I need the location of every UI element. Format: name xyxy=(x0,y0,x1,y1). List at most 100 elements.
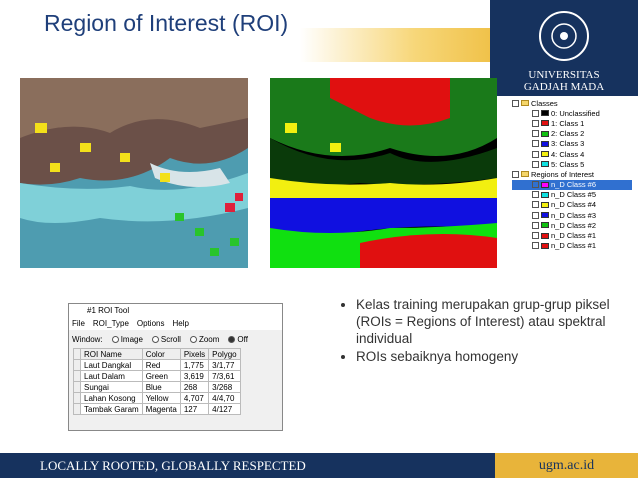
column-header: ROI Name xyxy=(80,348,143,360)
table-cell: 4/4,70 xyxy=(208,392,241,404)
item-label: n_D Class #1 xyxy=(551,241,597,251)
radio[interactable] xyxy=(151,335,159,343)
color-swatch xyxy=(541,130,549,137)
table-cell: Green xyxy=(141,370,181,382)
checkbox[interactable] xyxy=(532,232,539,240)
tree-item[interactable]: n_D Class #5 xyxy=(512,190,632,200)
color-swatch xyxy=(541,201,549,208)
radio-option[interactable]: Image xyxy=(111,335,143,344)
menu-item[interactable]: File xyxy=(72,319,85,328)
table-row[interactable]: Sungai Blue 268 3/268 xyxy=(73,381,241,393)
tree-item[interactable]: 4: Class 4 xyxy=(512,149,632,159)
color-swatch xyxy=(541,232,549,239)
item-label: n_D Class #3 xyxy=(551,210,597,220)
table-cell: Tambak Garam xyxy=(80,403,143,415)
table-cell: 127 xyxy=(179,403,210,415)
checkbox[interactable] xyxy=(532,211,539,219)
menu-item[interactable]: ROI_Type xyxy=(92,319,129,328)
tree-item[interactable]: 2: Class 2 xyxy=(512,129,632,139)
table-cell: Sungai xyxy=(80,381,143,393)
table-row[interactable]: Lahan Kosong Yellow 4,707 4/4,70 xyxy=(73,392,241,404)
tree-item[interactable]: n_D Class #1 xyxy=(512,230,632,240)
item-label: n_D Class #5 xyxy=(551,190,597,200)
menu-item[interactable]: Options xyxy=(136,319,165,328)
table-cell: Magenta xyxy=(141,403,181,415)
checkbox[interactable] xyxy=(532,160,539,168)
footer-url: ugm.ac.id xyxy=(495,453,638,478)
color-swatch xyxy=(541,222,549,229)
tree-item[interactable]: 0: Unclassified xyxy=(512,108,632,118)
table-cell: 1,775 xyxy=(179,359,210,371)
radio-option[interactable]: Scroll xyxy=(151,335,181,344)
item-label: 1: Class 1 xyxy=(551,118,585,128)
checkbox[interactable] xyxy=(532,119,539,127)
checkbox[interactable] xyxy=(532,181,539,189)
column-header: Pixels xyxy=(179,348,210,360)
table-cell: Yellow xyxy=(141,392,181,404)
column-header: Polygo xyxy=(208,348,241,360)
tree-group[interactable]: Regions of Interest xyxy=(512,169,632,179)
slide-title: Region of Interest (ROI) xyxy=(44,10,289,36)
checkbox[interactable] xyxy=(532,221,539,229)
radio[interactable] xyxy=(111,335,119,343)
radio-option[interactable]: Zoom xyxy=(189,335,219,344)
tree-item[interactable]: 1: Class 1 xyxy=(512,118,632,128)
table-cell: 7/3,61 xyxy=(208,370,241,382)
radio[interactable] xyxy=(189,335,197,343)
emblem xyxy=(539,11,589,61)
item-label: 5: Class 5 xyxy=(551,159,585,169)
table-row[interactable]: Tambak Garam Magenta 127 4/127 xyxy=(73,403,241,415)
group-label: Classes xyxy=(531,98,558,108)
bullet: Kelas training merupakan grup-grup pikse… xyxy=(356,296,634,347)
tree-item[interactable]: n_D Class #4 xyxy=(512,200,632,210)
tree-group[interactable]: Classes xyxy=(512,98,632,108)
item-label: 4: Class 4 xyxy=(551,149,585,159)
roi-tool-window: #1 ROI Tool File ROI_Type Options Help Wind… xyxy=(68,303,283,431)
table-cell: 3,619 xyxy=(179,370,210,382)
group-label: Regions of Interest xyxy=(531,169,594,179)
tree-item[interactable]: 3: Class 3 xyxy=(512,139,632,149)
row-header xyxy=(73,381,81,393)
color-swatch xyxy=(541,110,549,117)
folder-icon xyxy=(521,171,529,178)
table-header: ROI Name Color Pixels Polygo xyxy=(73,348,241,360)
roi-table: ROI Name Color Pixels Polygo Laut Dangkal Red… xyxy=(73,348,241,415)
folder-icon xyxy=(521,100,529,107)
logo-text: GADJAH MADA xyxy=(523,81,605,93)
tree-item[interactable]: n_D Class #2 xyxy=(512,220,632,230)
tree-item[interactable]: 5: Class 5 xyxy=(512,159,632,169)
row-header xyxy=(73,348,81,360)
checkbox[interactable] xyxy=(512,99,519,107)
checkbox[interactable] xyxy=(532,140,539,148)
window-label: Window: xyxy=(72,334,103,344)
bullet-list: Kelas training merupakan grup-grup pikse… xyxy=(316,296,634,366)
table-cell: Blue xyxy=(141,381,181,393)
table-row[interactable]: Laut Dangkal Red 1,775 3/1,77 xyxy=(73,359,241,371)
checkbox[interactable] xyxy=(532,130,539,138)
tree-item[interactable]: n_D Class #3 xyxy=(512,210,632,220)
checkbox[interactable] xyxy=(532,242,539,250)
color-swatch xyxy=(541,191,549,198)
table-row[interactable]: Laut Dalam Green 3,619 7/3,61 xyxy=(73,370,241,382)
table-cell: Laut Dangkal xyxy=(80,359,143,371)
radio-option[interactable]: Off xyxy=(228,335,248,344)
row-header xyxy=(73,359,81,371)
checkbox[interactable] xyxy=(532,191,539,199)
layer-tree: Classes 0: Unclassified 1: Class 1 2: Class… xyxy=(512,98,632,251)
tree-item[interactable]: n_D Class #1 xyxy=(512,241,632,251)
window-options: Window: Image Scroll Zoom Off xyxy=(69,330,282,348)
column-header: Color xyxy=(141,348,181,360)
checkbox[interactable] xyxy=(512,170,519,178)
item-label: n_D Class #6 xyxy=(551,180,597,190)
color-swatch xyxy=(541,140,549,147)
table-cell: Laut Dalam xyxy=(80,370,143,382)
table-cell: Lahan Kosong xyxy=(80,392,143,404)
tree-item[interactable]: n_D Class #6 xyxy=(512,179,632,190)
checkbox[interactable] xyxy=(532,109,539,117)
menu-item[interactable]: Help xyxy=(172,319,189,328)
checkbox[interactable] xyxy=(532,150,539,158)
radio[interactable] xyxy=(228,335,236,343)
accent-band xyxy=(300,28,490,62)
checkbox[interactable] xyxy=(532,201,539,209)
